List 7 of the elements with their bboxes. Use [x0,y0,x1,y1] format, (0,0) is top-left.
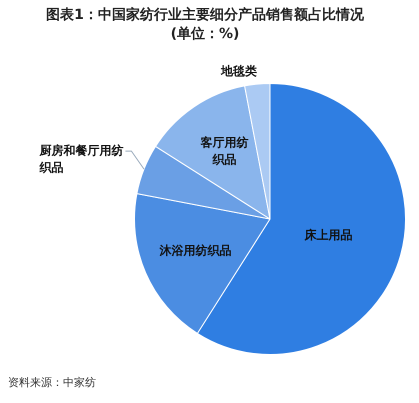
slice-label: 客厅用纺织品 [199,135,248,166]
chart-title: 图表1：中国家纺行业主要细分产品销售额占比情况(单位：%) [45,6,365,44]
text: 资料来源：中家纺 [8,375,96,390]
slice-label: 厨房和餐厅用纺织品 [38,143,124,174]
slice-label: 床上用品 [304,228,353,242]
slice-label: 沐浴用纺织品 [158,243,232,258]
slice-label: 地毯类 [220,64,258,78]
